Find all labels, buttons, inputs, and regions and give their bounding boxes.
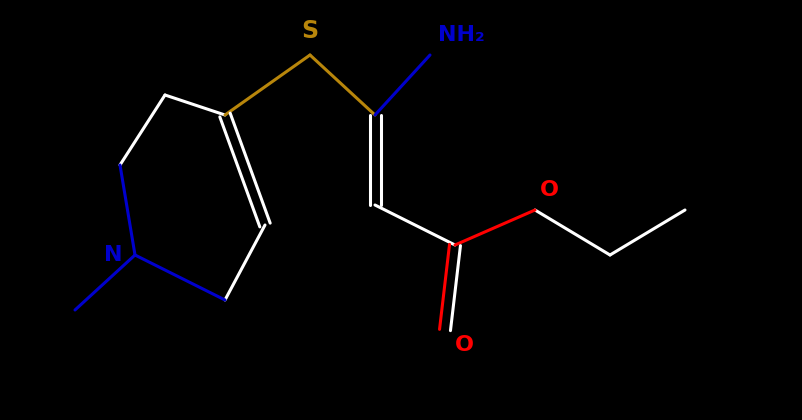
Text: O: O bbox=[455, 335, 473, 355]
Text: NH₂: NH₂ bbox=[437, 25, 484, 45]
Text: O: O bbox=[539, 180, 558, 200]
Text: N: N bbox=[104, 245, 123, 265]
Text: S: S bbox=[301, 19, 318, 43]
